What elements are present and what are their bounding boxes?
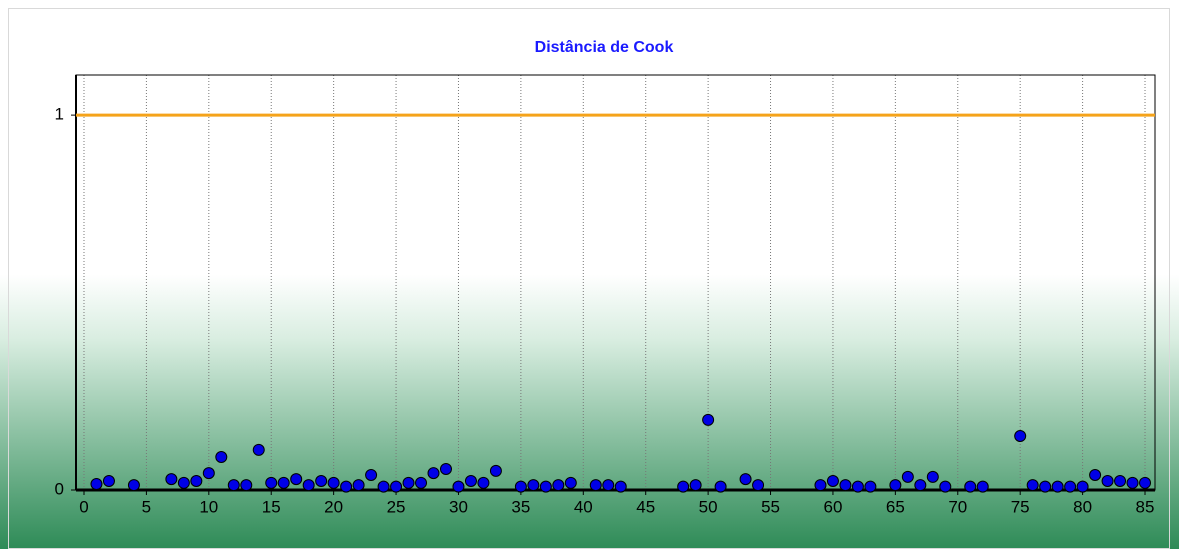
point xyxy=(252,443,265,456)
point xyxy=(752,479,765,492)
point xyxy=(265,476,278,489)
point xyxy=(290,473,303,486)
point xyxy=(127,479,140,492)
point xyxy=(190,475,203,488)
point xyxy=(1076,480,1089,493)
x-tick-label: 10 xyxy=(199,497,218,516)
point xyxy=(302,479,315,492)
point xyxy=(889,479,902,492)
x-tick-label: 50 xyxy=(699,497,718,516)
point xyxy=(814,479,827,492)
point xyxy=(552,479,565,492)
point xyxy=(926,470,939,483)
point xyxy=(165,473,178,486)
point xyxy=(1101,475,1114,488)
point xyxy=(327,476,340,489)
point xyxy=(939,480,952,493)
x-tick-label: 0 xyxy=(79,497,88,516)
point xyxy=(1114,475,1127,488)
x-tick-label: 45 xyxy=(636,497,655,516)
x-tick-label: 60 xyxy=(823,497,842,516)
point xyxy=(589,479,602,492)
point xyxy=(202,467,215,480)
point xyxy=(1014,430,1027,443)
x-tick-label: 15 xyxy=(262,497,281,516)
point xyxy=(390,480,403,493)
point xyxy=(677,480,690,493)
x-tick-label: 40 xyxy=(574,497,593,516)
point xyxy=(1026,479,1039,492)
point xyxy=(689,479,702,492)
x-tick-label: 75 xyxy=(1011,497,1030,516)
point xyxy=(1051,480,1064,493)
y-tick-label: 1 xyxy=(55,105,64,124)
point xyxy=(215,451,228,464)
point xyxy=(402,476,415,489)
point xyxy=(415,476,428,489)
point xyxy=(365,469,378,482)
point xyxy=(439,463,452,476)
point xyxy=(427,467,440,480)
point xyxy=(315,475,328,488)
x-tick-label: 65 xyxy=(886,497,905,516)
point xyxy=(352,479,365,492)
point xyxy=(477,476,490,489)
point xyxy=(826,475,839,488)
point xyxy=(514,480,527,493)
point xyxy=(1089,469,1102,482)
point xyxy=(901,470,914,483)
point xyxy=(964,480,977,493)
point xyxy=(602,479,615,492)
point xyxy=(851,480,864,493)
point xyxy=(464,475,477,488)
x-tick-label: 20 xyxy=(324,497,343,516)
point xyxy=(227,479,240,492)
point xyxy=(340,480,353,493)
x-tick-label: 80 xyxy=(1073,497,1092,516)
point xyxy=(1126,476,1139,489)
point xyxy=(564,476,577,489)
x-tick-label: 35 xyxy=(511,497,530,516)
point xyxy=(102,475,115,488)
y-tick-label: 0 xyxy=(55,479,64,498)
point xyxy=(714,480,727,493)
point xyxy=(976,480,989,493)
point xyxy=(614,480,627,493)
point xyxy=(539,480,552,493)
x-tick-label: 85 xyxy=(1136,497,1155,516)
point xyxy=(240,479,253,492)
point xyxy=(864,480,877,493)
x-tick-label: 30 xyxy=(449,497,468,516)
point xyxy=(914,479,927,492)
point xyxy=(277,476,290,489)
x-tick-label: 5 xyxy=(142,497,151,516)
point xyxy=(739,473,752,486)
x-tick-label: 25 xyxy=(387,497,406,516)
point xyxy=(702,413,715,426)
x-tick-label: 55 xyxy=(761,497,780,516)
point xyxy=(527,479,540,492)
point xyxy=(1039,480,1052,493)
chart-title: Distância de Cook xyxy=(535,39,674,56)
x-tick-label: 70 xyxy=(948,497,967,516)
point xyxy=(90,478,103,491)
point xyxy=(489,464,502,477)
point xyxy=(377,480,390,493)
point xyxy=(1139,476,1152,489)
point xyxy=(839,479,852,492)
point xyxy=(452,480,465,493)
point xyxy=(1064,480,1077,493)
point xyxy=(177,476,190,489)
